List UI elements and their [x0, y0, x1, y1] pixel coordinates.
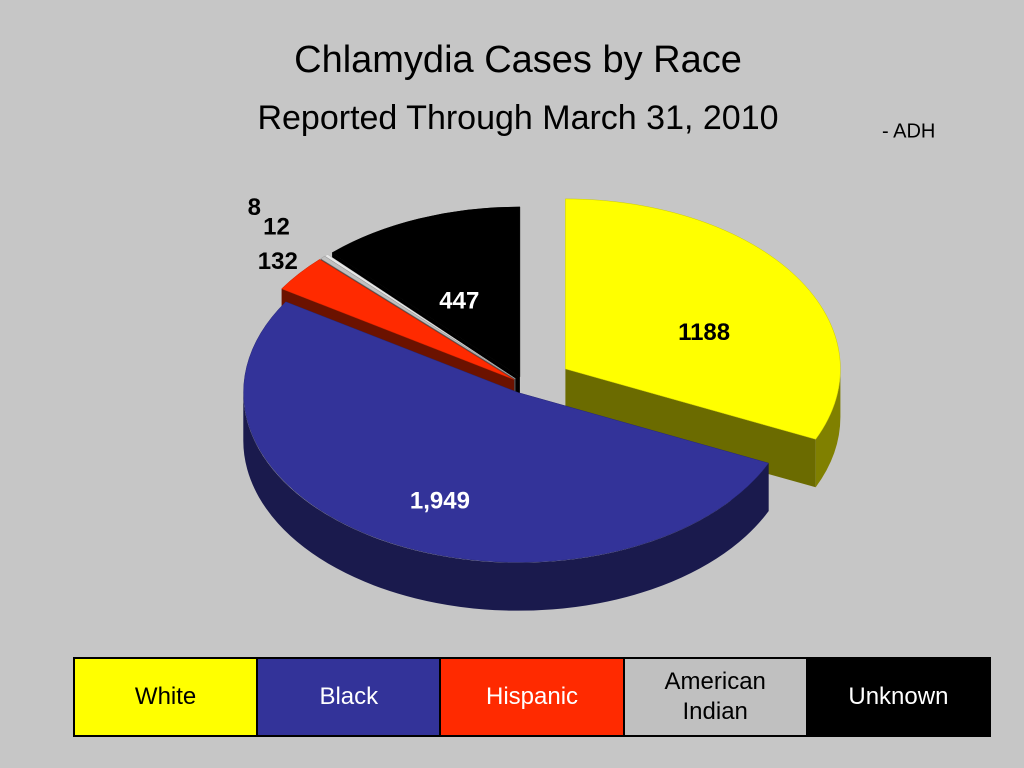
legend: White Black Hispanic American Indian Unknown	[73, 657, 991, 737]
slice-face	[565, 368, 816, 488]
data-label: 132	[258, 248, 298, 275]
legend-entry: Black	[258, 659, 442, 735]
slice	[243, 301, 770, 563]
slice	[281, 259, 515, 380]
data-label: 447	[439, 287, 479, 314]
legend-entry: American Indian	[624, 659, 808, 735]
legend-entry: White	[75, 659, 259, 735]
legend-entry: Hispanic	[441, 659, 625, 735]
slice	[331, 206, 521, 378]
slice-side	[243, 392, 769, 611]
data-label: 8	[248, 194, 261, 221]
data-label: 1188	[678, 319, 730, 346]
legend-entry: Unknown	[807, 659, 990, 735]
slice	[320, 255, 516, 380]
data-label: 1,949	[410, 488, 470, 515]
slice-side	[815, 368, 841, 488]
data-label: 12	[263, 214, 290, 241]
annotation: - ADH	[882, 120, 935, 142]
slice	[565, 198, 841, 440]
chart-title: Chlamydia Cases by Race	[294, 39, 742, 81]
chart-subtitle: Reported Through March 31, 2010	[257, 99, 778, 137]
